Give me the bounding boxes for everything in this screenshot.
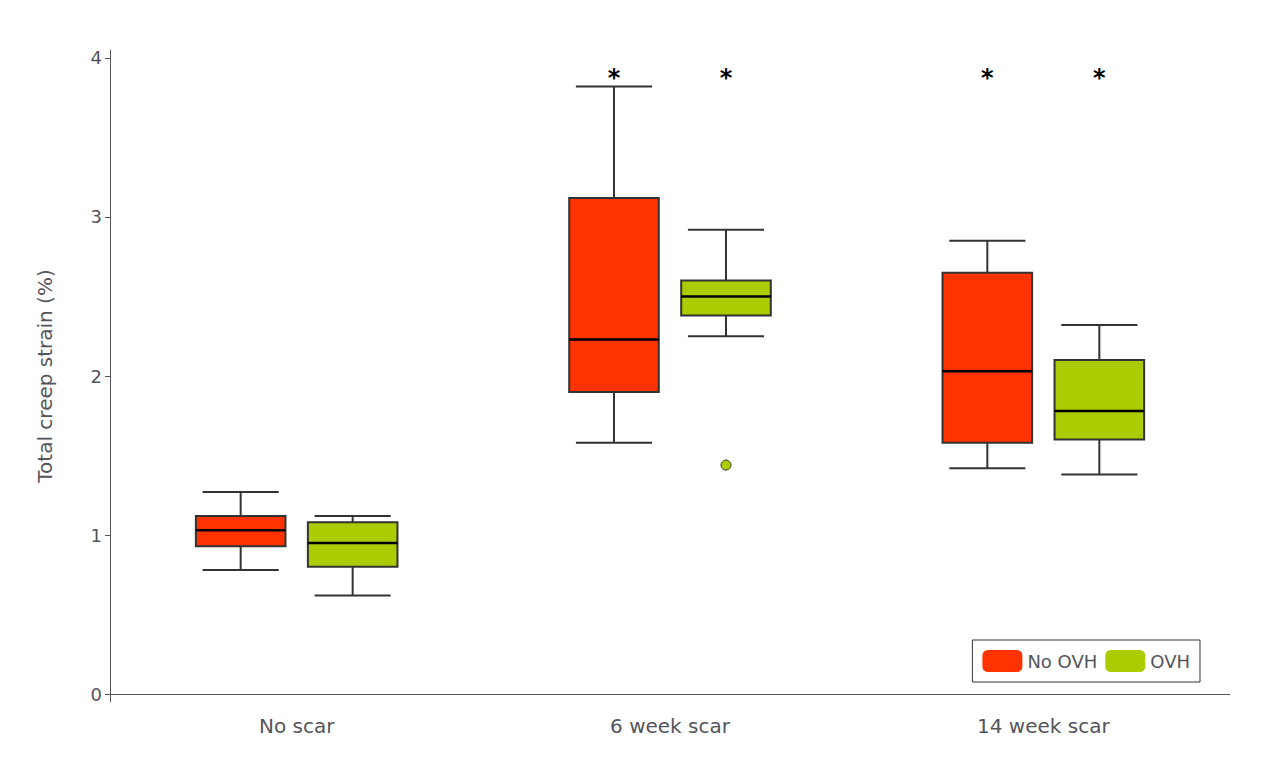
svg-text:OVH: OVH (1150, 651, 1190, 672)
svg-text:No scar: No scar (259, 714, 335, 738)
svg-text:14 week scar: 14 week scar (977, 714, 1110, 738)
svg-text:*: * (608, 64, 621, 92)
svg-text:2: 2 (91, 366, 102, 387)
svg-text:4: 4 (91, 47, 102, 68)
svg-text:3: 3 (91, 206, 102, 227)
svg-text:*: * (720, 64, 733, 92)
svg-text:Total creep strain (%): Total creep strain (%) (33, 269, 57, 483)
svg-text:0: 0 (91, 684, 102, 705)
svg-text:1: 1 (91, 525, 102, 546)
svg-text:*: * (1093, 64, 1106, 92)
svg-text:No OVH: No OVH (1027, 651, 1097, 672)
svg-text:*: * (981, 64, 994, 92)
svg-text:6 week scar: 6 week scar (610, 714, 731, 738)
